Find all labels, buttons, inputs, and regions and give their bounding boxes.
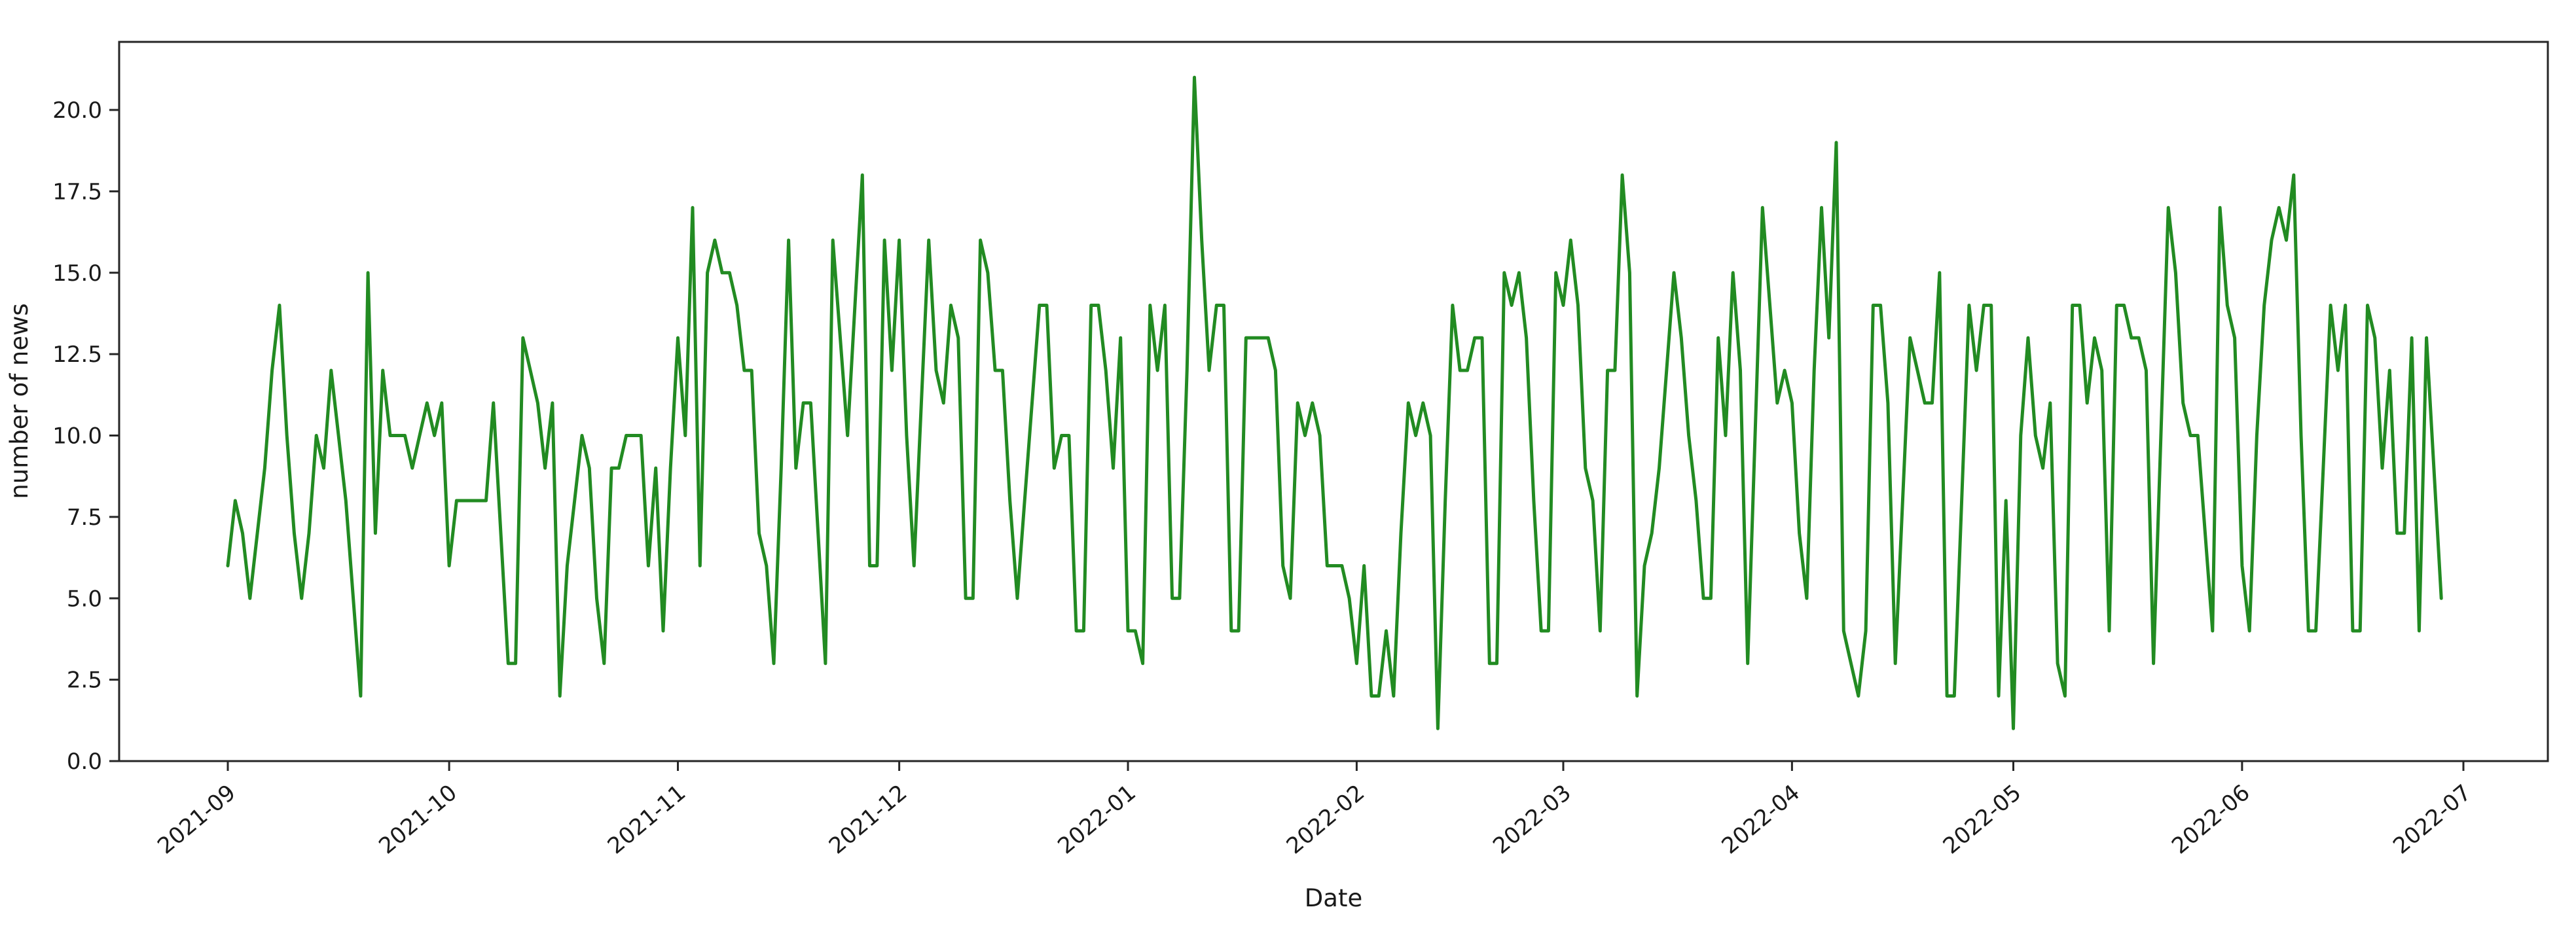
x-tick-label: 2021-09: [153, 779, 241, 859]
y-tick-label: 15.0: [52, 260, 102, 287]
y-tick-label: 10.0: [52, 423, 102, 450]
y-tick-label: 12.5: [52, 342, 102, 368]
x-axis-ticks: 2021-09 2021-10 2021-11 2021-12 2022-01 2022-…: [153, 761, 2476, 859]
y-tick-label: 0.0: [67, 749, 102, 775]
x-tick-label: 2021-10: [374, 779, 462, 859]
y-tick-label: 5.0: [67, 586, 102, 612]
plot-area: [119, 42, 2548, 761]
y-tick-label: 7.5: [67, 505, 102, 531]
x-axis-title: Date: [1305, 884, 1362, 912]
x-tick-label: 2022-07: [2388, 779, 2476, 859]
y-axis-title: number of news: [5, 303, 33, 499]
plot-border: [118, 41, 2549, 762]
x-tick-label: 2021-12: [824, 779, 913, 859]
y-tick-label: 2.5: [67, 668, 102, 694]
x-tick-label: 2022-02: [1282, 779, 1370, 859]
news-count-line: [226, 75, 2443, 730]
y-tick-label: 20.0: [52, 98, 102, 124]
x-tick-label: 2022-06: [2167, 779, 2255, 859]
x-tick-label: 2022-03: [1488, 779, 1576, 859]
x-tick-label: 2022-04: [1717, 779, 1805, 859]
y-tick-label: 17.5: [52, 179, 102, 205]
x-tick-label: 2022-05: [1938, 779, 2027, 859]
x-tick-label: 2021-11: [603, 779, 691, 859]
x-tick-label: 2022-01: [1053, 779, 1141, 859]
y-axis-ticks: 0.0 2.5 5.0 7.5 10.0 12.5 15.0 17.5 20.0: [52, 98, 119, 775]
